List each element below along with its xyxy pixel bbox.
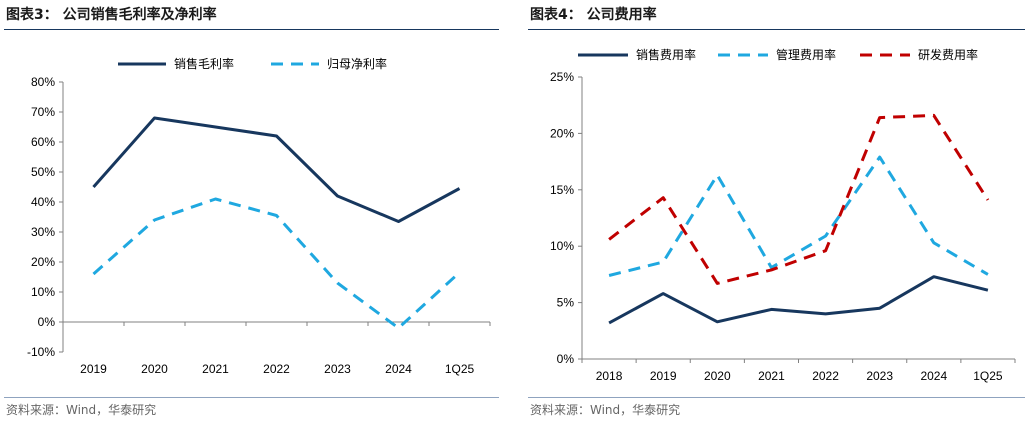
right-source-rule xyxy=(528,397,1025,398)
right-x-tick-label: 2020 xyxy=(704,369,731,383)
left-legend-label-1: 销售毛利率 xyxy=(174,56,234,71)
right-x-tick-label: 2018 xyxy=(596,369,623,383)
right-y-tick-label: 10% xyxy=(550,239,574,253)
left-x-tick-label: 2021 xyxy=(202,362,229,376)
left-y-tick-label: 20% xyxy=(31,255,55,269)
left-legend-label-2: 归母净利率 xyxy=(327,56,387,71)
right-x-tick-label: 1Q25 xyxy=(973,369,1003,383)
left-y-tick-label: -10% xyxy=(27,345,55,359)
right-series-line-1 xyxy=(608,275,989,325)
right-title-rule xyxy=(528,29,1025,30)
left-chart-title: 图表3： 公司销售毛利率及净利率 xyxy=(6,7,217,23)
right-y-tick-label: 15% xyxy=(550,183,574,197)
right-x-tick-label: 2024 xyxy=(920,369,947,383)
left-x-tick-label: 1Q25 xyxy=(445,362,475,376)
left-x-tick-label: 2019 xyxy=(80,362,107,376)
left-series-line-1 xyxy=(92,116,461,223)
right-x-tick-label: 2021 xyxy=(758,369,785,383)
left-y-tick-label: 70% xyxy=(31,105,55,119)
left-chart: -10% 0% 10% 20% 30% 40% 50% 60% 70% 80% 2019 2020 20… xyxy=(27,56,491,376)
right-legend-label-1: 销售费用率 xyxy=(636,47,696,62)
left-x-tick-label: 2022 xyxy=(263,362,290,376)
right-source-note: 资料来源：Wind，华泰研究 xyxy=(530,403,681,417)
right-series-line-3 xyxy=(608,113,990,285)
left-source-note: 资料来源：Wind，华泰研究 xyxy=(6,403,157,417)
right-legend-label-2: 管理费用率 xyxy=(776,47,836,62)
right-x-tick-label: 2023 xyxy=(866,369,893,383)
right-y-tick-label: 0% xyxy=(557,352,575,366)
left-title-rule xyxy=(4,29,499,30)
right-x-tick-label: 2022 xyxy=(812,369,839,383)
right-series-line-2 xyxy=(608,155,989,277)
left-y-tick-label: 50% xyxy=(31,165,55,179)
left-x-tick-label: 2020 xyxy=(141,362,168,376)
right-y-tick-label: 5% xyxy=(557,296,575,310)
left-x-tick-label: 2023 xyxy=(324,362,351,376)
left-series-line-2 xyxy=(92,197,461,330)
left-source-rule xyxy=(4,397,499,398)
right-legend-label-3: 研发费用率 xyxy=(918,47,978,62)
left-y-tick-label: 30% xyxy=(31,225,55,239)
left-y-tick-label: 10% xyxy=(31,285,55,299)
right-chart-title: 图表4： 公司费用率 xyxy=(530,7,657,23)
left-y-tick-label: 80% xyxy=(31,75,55,89)
left-y-tick-label: 0% xyxy=(38,315,56,329)
left-y-tick-label: 40% xyxy=(31,195,55,209)
right-y-tick-label: 25% xyxy=(550,70,574,84)
right-x-tick-label: 2019 xyxy=(650,369,677,383)
right-chart: 0% 5% 10% 15% 20% 25% 2018 2019 2020 2021 2022 2023… xyxy=(550,47,1016,383)
right-y-tick-label: 20% xyxy=(550,126,574,140)
left-y-tick-label: 60% xyxy=(31,135,55,149)
left-x-tick-label: 2024 xyxy=(385,362,412,376)
